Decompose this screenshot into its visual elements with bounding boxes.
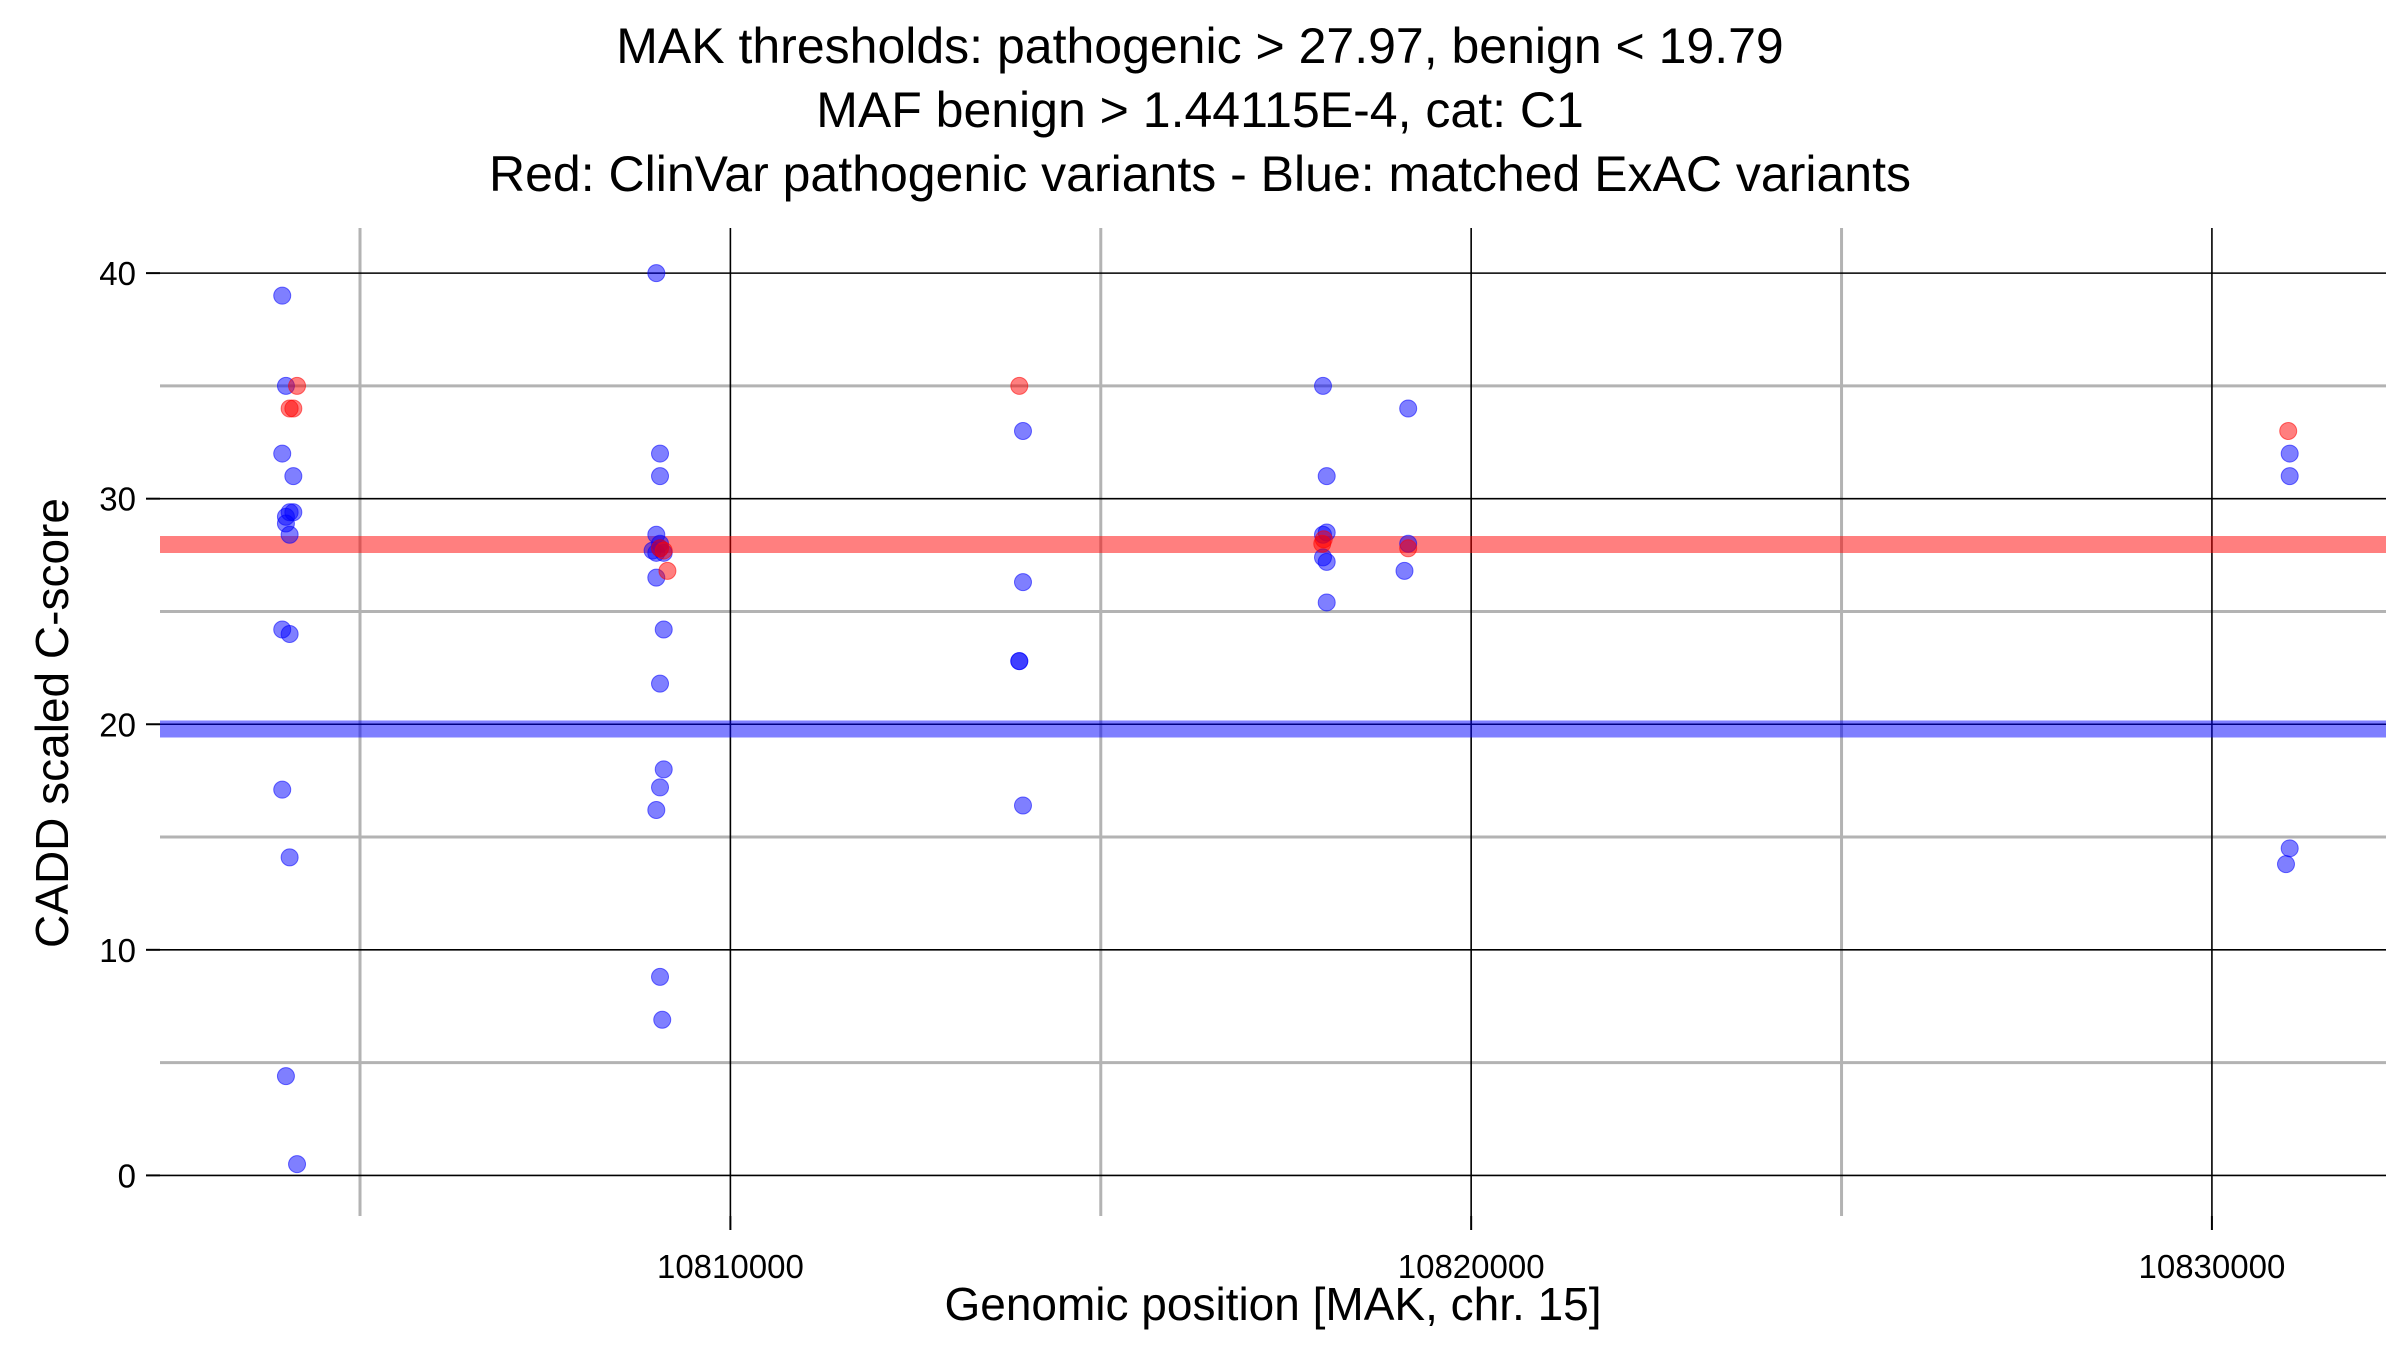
clinvar-point: [284, 399, 303, 418]
y-tick-label: 0: [118, 1157, 136, 1194]
clinvar-point: [654, 541, 673, 560]
exac-point: [1395, 561, 1414, 580]
clinvar-point: [288, 376, 307, 395]
exac-point: [1010, 652, 1029, 671]
exac-point: [273, 444, 292, 463]
threshold-lines: [160, 535, 2386, 738]
exac-point: [651, 444, 670, 463]
exac-point: [654, 620, 673, 639]
exac-point: [1399, 399, 1418, 418]
clinvar-point: [1314, 530, 1333, 549]
exac-point: [1013, 422, 1032, 441]
title-line-2: MAF benign > 1.44115E-4, cat: C1: [816, 82, 1584, 138]
clinvar-point: [1010, 376, 1029, 395]
y-tick-label: 10: [99, 932, 136, 969]
exac-point: [647, 800, 666, 819]
title-line-3: Red: ClinVar pathogenic variants - Blue:…: [489, 146, 1911, 202]
axes: [146, 272, 2213, 1230]
exac-point: [280, 848, 299, 867]
exac-point: [2280, 839, 2299, 858]
exac-point: [280, 525, 299, 544]
y-tick-label: 20: [99, 706, 136, 743]
title-line-1: MAK thresholds: pathogenic > 27.97, beni…: [616, 18, 1784, 74]
exac-point: [651, 967, 670, 986]
exac-point: [651, 778, 670, 797]
y-axis-title: CADD scaled C-score: [26, 498, 78, 948]
x-tick-label: 10820000: [1398, 1248, 1545, 1285]
exac-point: [276, 1067, 295, 1086]
exac-point: [1013, 796, 1032, 815]
tick-labels: 0 10 20 30 40 10810000 10820000 10830000: [99, 255, 2285, 1285]
exac-point: [1317, 552, 1336, 571]
exac-point: [651, 674, 670, 693]
exac-point: [280, 625, 299, 644]
exac-point: [273, 780, 292, 799]
exac-point: [1317, 593, 1336, 612]
exac-point: [1314, 376, 1333, 395]
exac-point: [651, 467, 670, 486]
x-tick-label: 10810000: [657, 1248, 804, 1285]
exac-point: [2280, 467, 2299, 486]
exac-point: [654, 760, 673, 779]
exac-point: [653, 1010, 672, 1029]
exac-point: [273, 286, 292, 305]
x-tick-label: 10830000: [2139, 1248, 2286, 1285]
data-points: [273, 264, 2299, 1174]
x-axis-title: Genomic position [MAK, chr. 15]: [944, 1278, 1601, 1330]
y-tick-label: 40: [99, 255, 136, 292]
exac-point: [1317, 467, 1336, 486]
clinvar-point: [1399, 539, 1418, 558]
exac-point: [1013, 573, 1032, 592]
exac-point: [288, 1155, 307, 1174]
exac-point: [284, 503, 303, 522]
y-tick-label: 30: [99, 481, 136, 518]
exac-point: [284, 467, 303, 486]
clinvar-point: [2279, 422, 2298, 441]
chart-title: MAK thresholds: pathogenic > 27.97, beni…: [0, 14, 2400, 206]
clinvar-point: [658, 561, 677, 580]
exac-point: [2276, 855, 2295, 874]
exac-point: [2280, 444, 2299, 463]
exac-point: [647, 264, 666, 283]
